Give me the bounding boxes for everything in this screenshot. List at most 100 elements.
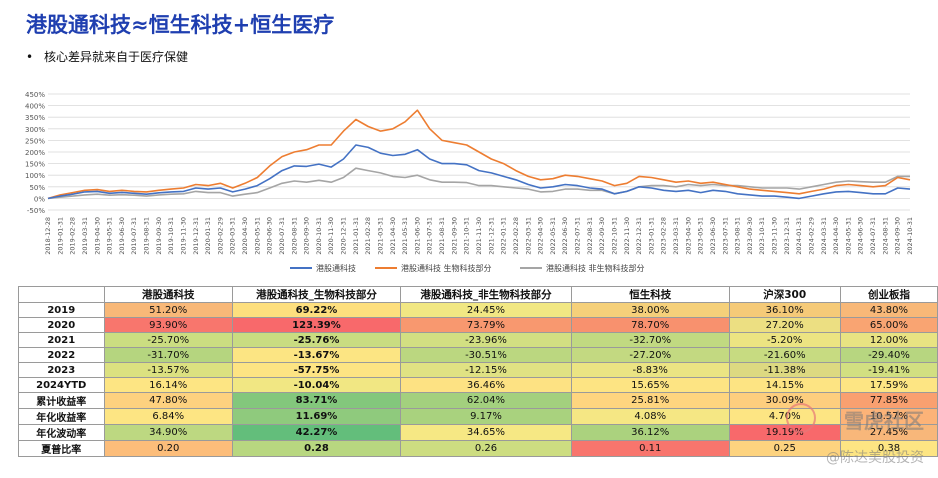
- table-cell: -32.70%: [570, 332, 730, 348]
- table-header-row: 港股通科技 港股通科技_生物科技部分 港股通科技_非生物科技部分 恒生科技 沪深300 创…: [18, 286, 938, 303]
- table-cell: -25.76%: [231, 332, 401, 348]
- table-cell: 36.46%: [399, 377, 572, 393]
- table-cell: 16.14%: [103, 377, 233, 393]
- table-cell: 17.59%: [839, 377, 938, 393]
- table-cell: 34.65%: [399, 424, 572, 441]
- table-cell: 6.84%: [103, 408, 233, 425]
- table-cell: 34.90%: [103, 424, 233, 441]
- table-row: 年化波动率 34.90% 42.27% 34.65% 36.12% 19.19% 27.45…: [18, 424, 938, 441]
- table-cell: 77.85%: [839, 392, 938, 409]
- table-row: 2022 -31.70% -13.67% -30.51% -27.20% -21.60% -…: [18, 347, 938, 363]
- x-tick-label: 2022-03-31: [524, 217, 532, 255]
- table-cell: 27.20%: [728, 317, 841, 333]
- y-tick-label: -50%: [27, 207, 45, 215]
- y-tick-label: 400%: [25, 103, 45, 111]
- returns-table: 港股通科技 港股通科技_生物科技部分 港股通科技_非生物科技部分 恒生科技 沪深300 创…: [18, 286, 938, 457]
- y-tick-label: 150%: [25, 161, 45, 169]
- x-tick-label: 2020-09-30: [303, 217, 311, 255]
- x-tick-label: 2020-06-30: [266, 217, 274, 255]
- x-tick-label: 2020-08-31: [290, 217, 298, 255]
- x-tick-label: 2023-07-31: [721, 217, 729, 255]
- x-tick-label: 2020-01-31: [204, 217, 212, 255]
- table-cell: 12.00%: [839, 332, 938, 348]
- x-tick-label: 2019-06-30: [118, 217, 126, 255]
- table-cell: 123.39%: [231, 317, 401, 333]
- table-cell: 30.09%: [728, 392, 841, 409]
- table-cell: 51.20%: [103, 302, 233, 318]
- x-tick-label: 2022-01-31: [500, 217, 508, 255]
- legend-label: 港股通科技: [316, 263, 356, 273]
- table-cell: 19.19%: [728, 424, 841, 441]
- table-cell: -27.20%: [570, 347, 730, 363]
- table-cell: 42.27%: [231, 424, 401, 441]
- x-tick-label: 2020-11-30: [327, 217, 335, 255]
- x-tick-label: 2021-09-30: [450, 217, 458, 255]
- x-tick-label: 2019-07-31: [130, 217, 138, 255]
- table-cell: -11.38%: [728, 362, 841, 378]
- x-tick-label: 2024-10-31: [906, 217, 914, 255]
- x-tick-label: 2019-01-31: [56, 217, 64, 255]
- table-cell: -10.04%: [231, 377, 401, 393]
- table-cell: -31.70%: [103, 347, 233, 363]
- column-header: 恒生科技: [570, 286, 730, 303]
- column-header: 创业板指: [839, 286, 938, 303]
- row-label: 年化收益率: [18, 408, 105, 425]
- table-cell: 93.90%: [103, 317, 233, 333]
- watermark-logo-icon: [786, 403, 816, 433]
- page-title: 港股通科技≈恒生科技+恒生医疗: [26, 13, 335, 37]
- table-row: 2020 93.90% 123.39% 73.79% 78.70% 27.20% 65.00…: [18, 317, 938, 333]
- table-cell: 25.81%: [570, 392, 730, 409]
- table-cell: -25.70%: [103, 332, 233, 348]
- row-label: 2019: [18, 302, 105, 318]
- bullet-dot: •: [26, 50, 34, 64]
- x-tick-label: 2019-10-31: [167, 217, 175, 255]
- y-tick-label: 300%: [25, 126, 45, 134]
- legend-label: 港股通科技 非生物科技部分: [546, 263, 645, 273]
- table-row: 2019 51.20% 69.22% 24.45% 38.00% 36.10% 43.80%: [18, 302, 938, 318]
- x-tick-label: 2021-03-31: [376, 217, 384, 255]
- table-cell: -13.67%: [231, 347, 401, 363]
- y-tick-label: 100%: [25, 172, 45, 180]
- table-cell: -57.75%: [231, 362, 401, 378]
- table-cell: 0.26: [399, 440, 572, 457]
- x-tick-label: 2019-12-31: [192, 217, 200, 255]
- table-cell: -23.96%: [399, 332, 572, 348]
- table-cell: 36.12%: [570, 424, 730, 441]
- column-header: 港股通科技_非生物科技部分: [399, 286, 572, 303]
- table-cell: 0.20: [103, 440, 233, 457]
- row-label: 2023: [18, 362, 105, 378]
- table-cell: 24.45%: [399, 302, 572, 318]
- table-cell: 43.80%: [839, 302, 938, 318]
- table-cell: 38.00%: [570, 302, 730, 318]
- y-tick-label: 450%: [25, 91, 45, 99]
- table-cell: -5.20%: [728, 332, 841, 348]
- x-tick-label: 2024-04-30: [832, 217, 840, 255]
- x-tick-label: 2020-03-31: [229, 217, 237, 255]
- x-tick-label: 2021-01-31: [352, 217, 360, 255]
- x-tick-label: 2020-05-31: [253, 217, 261, 255]
- bullet-text: 核心差异就来自于医疗保健: [44, 50, 189, 64]
- table-cell: 0.11: [570, 440, 730, 457]
- x-tick-label: 2020-04-30: [241, 217, 249, 255]
- x-tick-label: 2022-12-31: [635, 217, 643, 255]
- x-tick-label: 2024-07-31: [869, 217, 877, 255]
- table-cell: 0.28: [231, 440, 401, 457]
- x-tick-label: 2020-10-31: [315, 217, 323, 255]
- x-tick-label: 2019-03-31: [81, 217, 89, 255]
- watermark-line1: 雪虎社区: [844, 409, 924, 433]
- bullet-point: • 核心差异就来自于医疗保健: [26, 48, 188, 65]
- x-tick-label: 2019-08-31: [143, 217, 151, 255]
- table-cell: -8.83%: [570, 362, 730, 378]
- x-tick-label: 2021-05-31: [401, 217, 409, 255]
- x-tick-label: 2022-04-30: [537, 217, 545, 255]
- x-tick-label: 2020-07-31: [278, 217, 286, 255]
- x-tick-label: 2023-11-30: [771, 217, 779, 255]
- table-cell: -19.41%: [839, 362, 938, 378]
- x-tick-label: 2022-02-28: [512, 217, 520, 255]
- column-header: [18, 286, 105, 303]
- x-tick-label: 2022-10-31: [610, 217, 618, 255]
- series-line: [47, 144, 911, 200]
- x-tick-label: 2021-12-31: [487, 217, 495, 255]
- x-tick-label: 2023-03-31: [672, 217, 680, 255]
- row-label: 夏普比率: [18, 440, 105, 457]
